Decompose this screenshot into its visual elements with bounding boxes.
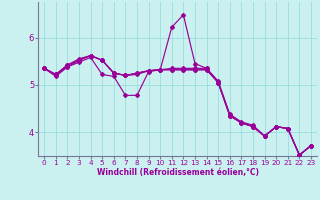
X-axis label: Windchill (Refroidissement éolien,°C): Windchill (Refroidissement éolien,°C) <box>97 168 259 177</box>
